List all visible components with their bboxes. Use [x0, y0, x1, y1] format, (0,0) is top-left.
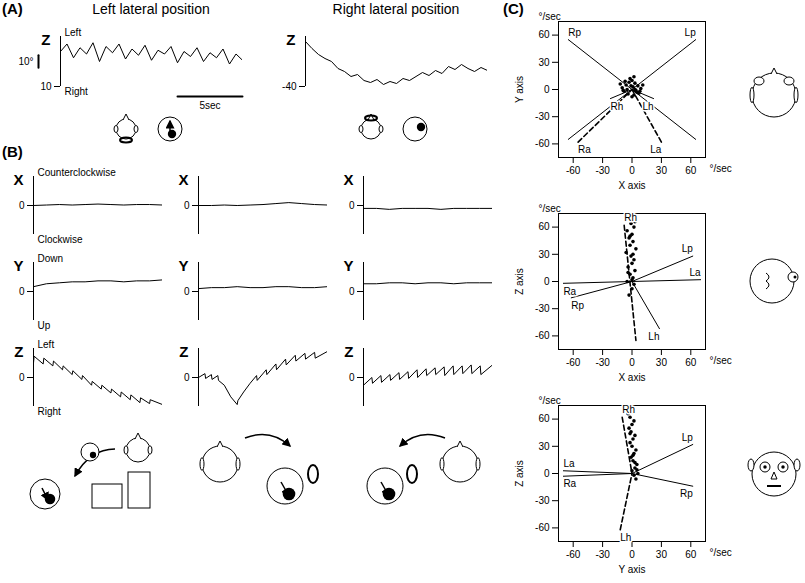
- svg-text:30: 30: [538, 441, 550, 452]
- svg-text:10°: 10°: [18, 56, 33, 67]
- svg-text:Lh: Lh: [620, 532, 631, 543]
- svg-text:Z: Z: [344, 343, 353, 360]
- svg-text:Z: Z: [179, 343, 188, 360]
- svg-text:30: 30: [656, 165, 668, 176]
- svg-text:-60: -60: [535, 330, 550, 341]
- svg-text:Left: Left: [38, 339, 55, 350]
- svg-text:Ra: Ra: [563, 478, 576, 489]
- svg-text:Z axis: Z axis: [514, 268, 525, 295]
- svg-text:-60: -60: [535, 522, 550, 533]
- html-text:Left lateral position: Left lateral position: [92, 1, 210, 17]
- svg-text:Z: Z: [14, 343, 23, 360]
- svg-text:Z axis: Z axis: [514, 460, 525, 487]
- svg-text:0: 0: [544, 276, 550, 287]
- svg-text:La: La: [563, 458, 575, 469]
- svg-text:°/sec: °/sec: [710, 355, 732, 366]
- svg-text:-60: -60: [566, 165, 581, 176]
- svg-text:30: 30: [538, 57, 550, 68]
- svg-text:Lp: Lp: [682, 243, 694, 254]
- html-text:(B): (B): [2, 143, 23, 160]
- svg-text:0: 0: [19, 200, 25, 211]
- svg-text:-60: -60: [535, 138, 550, 149]
- svg-text:Rp: Rp: [680, 488, 693, 499]
- svg-text:°/sec: °/sec: [539, 11, 561, 22]
- svg-text:60: 60: [538, 413, 550, 424]
- svg-text:Clockwise: Clockwise: [38, 234, 83, 245]
- svg-text:0: 0: [349, 372, 355, 383]
- svg-text:-30: -30: [595, 357, 610, 368]
- svg-text:60: 60: [538, 221, 550, 232]
- html-text:(A): (A): [2, 0, 23, 17]
- svg-text:Up: Up: [38, 320, 51, 331]
- svg-text:0: 0: [349, 286, 355, 297]
- svg-text:0: 0: [19, 286, 25, 297]
- svg-text:Left: Left: [65, 27, 82, 38]
- svg-text:60: 60: [538, 29, 550, 40]
- svg-text:60: 60: [685, 165, 697, 176]
- svg-text:Lp: Lp: [685, 27, 697, 38]
- svg-text:30: 30: [656, 357, 668, 368]
- svg-text:Down: Down: [38, 253, 64, 264]
- svg-text:°/sec: °/sec: [710, 163, 732, 174]
- svg-text:0: 0: [544, 84, 550, 95]
- svg-text:-30: -30: [535, 495, 550, 506]
- svg-text:-60: -60: [566, 549, 581, 560]
- svg-text:X: X: [343, 171, 353, 188]
- svg-text:60: 60: [685, 549, 697, 560]
- svg-text:5sec: 5sec: [199, 100, 220, 111]
- svg-text:Y: Y: [343, 257, 353, 274]
- svg-text:10: 10: [40, 81, 52, 92]
- svg-text:Lh: Lh: [642, 101, 653, 112]
- svg-text:X: X: [178, 171, 188, 188]
- svg-text:0: 0: [349, 200, 355, 211]
- svg-text:-30: -30: [535, 111, 550, 122]
- svg-text:°/sec: °/sec: [710, 547, 732, 558]
- svg-text:Z: Z: [286, 31, 295, 48]
- svg-text:Lh: Lh: [648, 331, 659, 342]
- svg-text:Counterclockwise: Counterclockwise: [38, 167, 117, 178]
- svg-text:Ra: Ra: [578, 144, 591, 155]
- svg-text:La: La: [689, 267, 701, 278]
- svg-text:Y axis: Y axis: [514, 76, 525, 103]
- svg-text:-60: -60: [566, 357, 581, 368]
- svg-text:0: 0: [629, 165, 635, 176]
- html-text:Right lateral position: Right lateral position: [332, 1, 460, 17]
- svg-text:X axis: X axis: [618, 372, 645, 383]
- svg-text:-30: -30: [595, 549, 610, 560]
- svg-text:0: 0: [544, 468, 550, 479]
- svg-text:Y axis: Y axis: [618, 564, 645, 575]
- svg-text:30: 30: [538, 249, 550, 260]
- svg-text:Y: Y: [178, 257, 188, 274]
- svg-text:X: X: [13, 171, 23, 188]
- svg-text:-30: -30: [595, 165, 610, 176]
- svg-text:0: 0: [629, 549, 635, 560]
- svg-text:Rp: Rp: [571, 300, 584, 311]
- html-text:(C): (C): [503, 0, 524, 17]
- svg-text:0: 0: [184, 286, 190, 297]
- svg-text:Right: Right: [38, 406, 62, 417]
- svg-text:-40: -40: [282, 81, 297, 92]
- svg-text:X axis: X axis: [618, 180, 645, 191]
- svg-text:60: 60: [685, 357, 697, 368]
- svg-text:°/sec: °/sec: [539, 395, 561, 406]
- svg-text:Rh: Rh: [610, 101, 623, 112]
- svg-text:Rp: Rp: [568, 27, 581, 38]
- svg-text:0: 0: [184, 200, 190, 211]
- svg-text:Rh: Rh: [622, 404, 635, 415]
- svg-text:La: La: [650, 144, 662, 155]
- svg-text:0: 0: [184, 372, 190, 383]
- svg-text:Lp: Lp: [682, 432, 694, 443]
- svg-text:Rh: Rh: [624, 212, 637, 223]
- svg-text:-30: -30: [535, 303, 550, 314]
- svg-text:Right: Right: [65, 86, 89, 97]
- svg-text:Y: Y: [13, 257, 23, 274]
- svg-text:0: 0: [629, 357, 635, 368]
- svg-text:30: 30: [656, 549, 668, 560]
- svg-text:Z: Z: [41, 31, 50, 48]
- svg-text:0: 0: [19, 372, 25, 383]
- svg-text:°/sec: °/sec: [539, 203, 561, 214]
- svg-text:Ra: Ra: [563, 286, 576, 297]
